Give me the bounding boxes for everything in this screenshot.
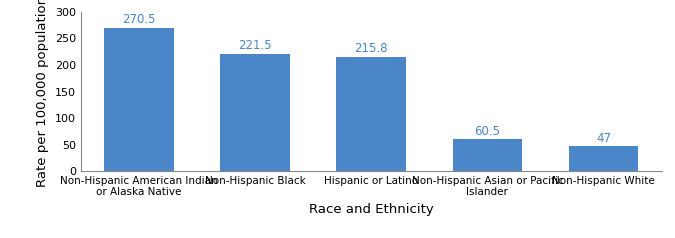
- Text: 270.5: 270.5: [122, 13, 156, 26]
- Bar: [104, 28, 174, 171]
- Text: 47: 47: [596, 132, 611, 145]
- Bar: [568, 146, 639, 171]
- X-axis label: Race and Ethnicity: Race and Ethnicity: [309, 203, 433, 216]
- Text: 215.8: 215.8: [354, 42, 388, 55]
- Bar: [452, 139, 522, 171]
- Bar: [336, 57, 406, 171]
- Bar: [220, 54, 290, 171]
- Y-axis label: Rate per 100,000 population: Rate per 100,000 population: [36, 0, 49, 187]
- Text: 60.5: 60.5: [475, 125, 500, 138]
- Text: 221.5: 221.5: [238, 39, 272, 52]
